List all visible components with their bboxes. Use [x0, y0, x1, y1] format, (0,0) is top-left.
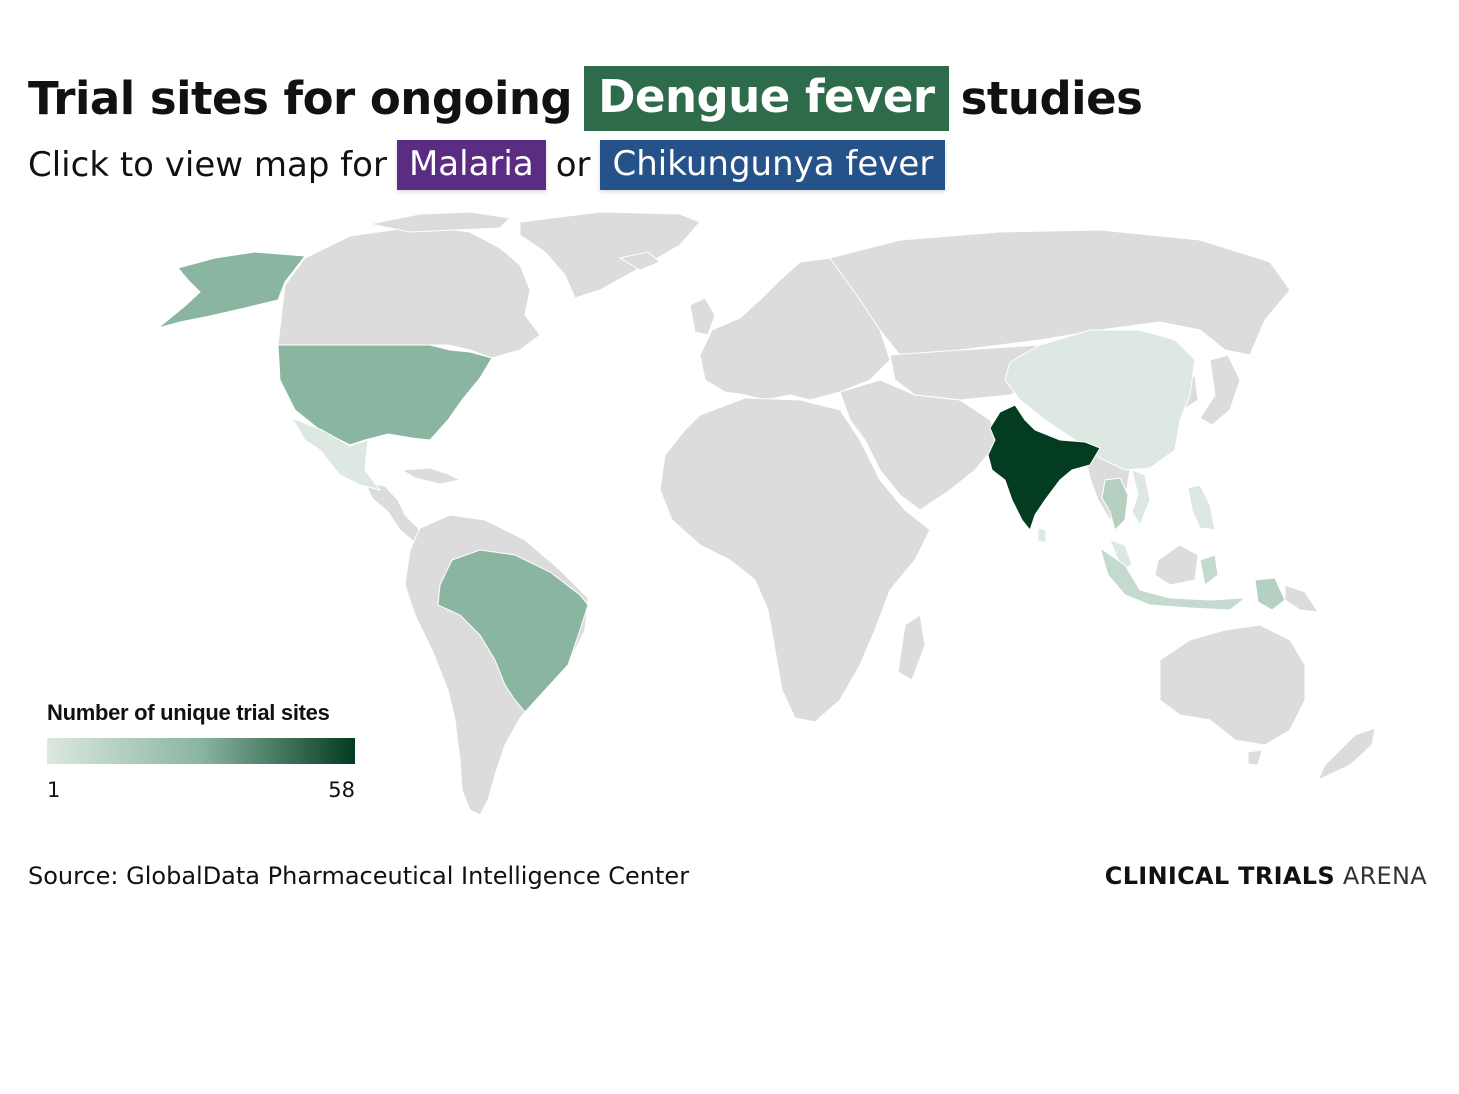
malaria-map-button[interactable]: Malaria: [396, 140, 546, 190]
caribbean: [400, 467, 462, 485]
tasmania: [1247, 749, 1263, 766]
sulawesi[interactable]: [1199, 554, 1219, 586]
alaska[interactable]: [157, 251, 306, 329]
world-map: [157, 211, 1376, 816]
brand-logo: CLINICAL TRIALS ARENA: [1105, 862, 1427, 890]
brazil[interactable]: [437, 549, 589, 713]
canada: [277, 225, 541, 359]
central-america: [364, 481, 425, 543]
subtitle-prefix: Click to view map for: [28, 145, 387, 185]
indonesia[interactable]: [1099, 546, 1247, 611]
color-legend: Number of unique trial sites 1 58: [47, 700, 355, 802]
india[interactable]: [987, 404, 1101, 532]
legend-max-label: 58: [328, 778, 355, 802]
usa[interactable]: [277, 344, 493, 446]
legend-gradient-bar: [47, 738, 355, 764]
subtitle-or: or: [555, 145, 591, 185]
vietnam[interactable]: [1131, 469, 1151, 527]
highlighted-countries: [157, 251, 1319, 713]
legend-title: Number of unique trial sites: [47, 700, 330, 725]
chart-subtitle: Click to view map for Malaria or Chikung…: [28, 140, 955, 190]
chikungunya-map-button[interactable]: Chikungunya fever: [600, 140, 946, 190]
greenland: [519, 211, 701, 299]
title-text-before: Trial sites for ongoing: [28, 72, 573, 125]
madagascar: [897, 614, 926, 681]
borneo: [1154, 544, 1199, 586]
title-text-after: studies: [960, 72, 1143, 125]
arctic-islands: [369, 211, 512, 233]
uk-ireland: [689, 297, 716, 336]
middle-east: [839, 379, 1001, 511]
russia: [829, 229, 1291, 356]
sri-lanka[interactable]: [1037, 527, 1047, 544]
philippines[interactable]: [1187, 484, 1216, 531]
chart-title: Trial sites for ongoing Dengue fever stu…: [28, 66, 1143, 131]
thailand[interactable]: [1101, 477, 1129, 531]
brand-light-text: ARENA: [1342, 862, 1427, 890]
australia: [1159, 624, 1306, 746]
source-note: Source: GlobalData Pharmaceutical Intell…: [28, 862, 690, 890]
legend-ticks: 1 58: [47, 778, 355, 802]
dengue-fever-highlight: Dengue fever: [584, 66, 949, 131]
papua-new-guinea[interactable]: [1254, 577, 1286, 611]
iceland: [618, 251, 661, 271]
brand-bold-text: CLINICAL TRIALS: [1104, 862, 1335, 890]
europe: [699, 257, 891, 401]
legend-min-label: 1: [47, 778, 61, 802]
new-zealand: [1316, 727, 1376, 782]
china[interactable]: [1004, 329, 1196, 471]
africa: [659, 397, 931, 723]
mexico[interactable]: [290, 416, 382, 491]
japan: [1199, 354, 1241, 426]
land-base: [277, 211, 1376, 816]
new-guinea-east: [1284, 584, 1319, 613]
